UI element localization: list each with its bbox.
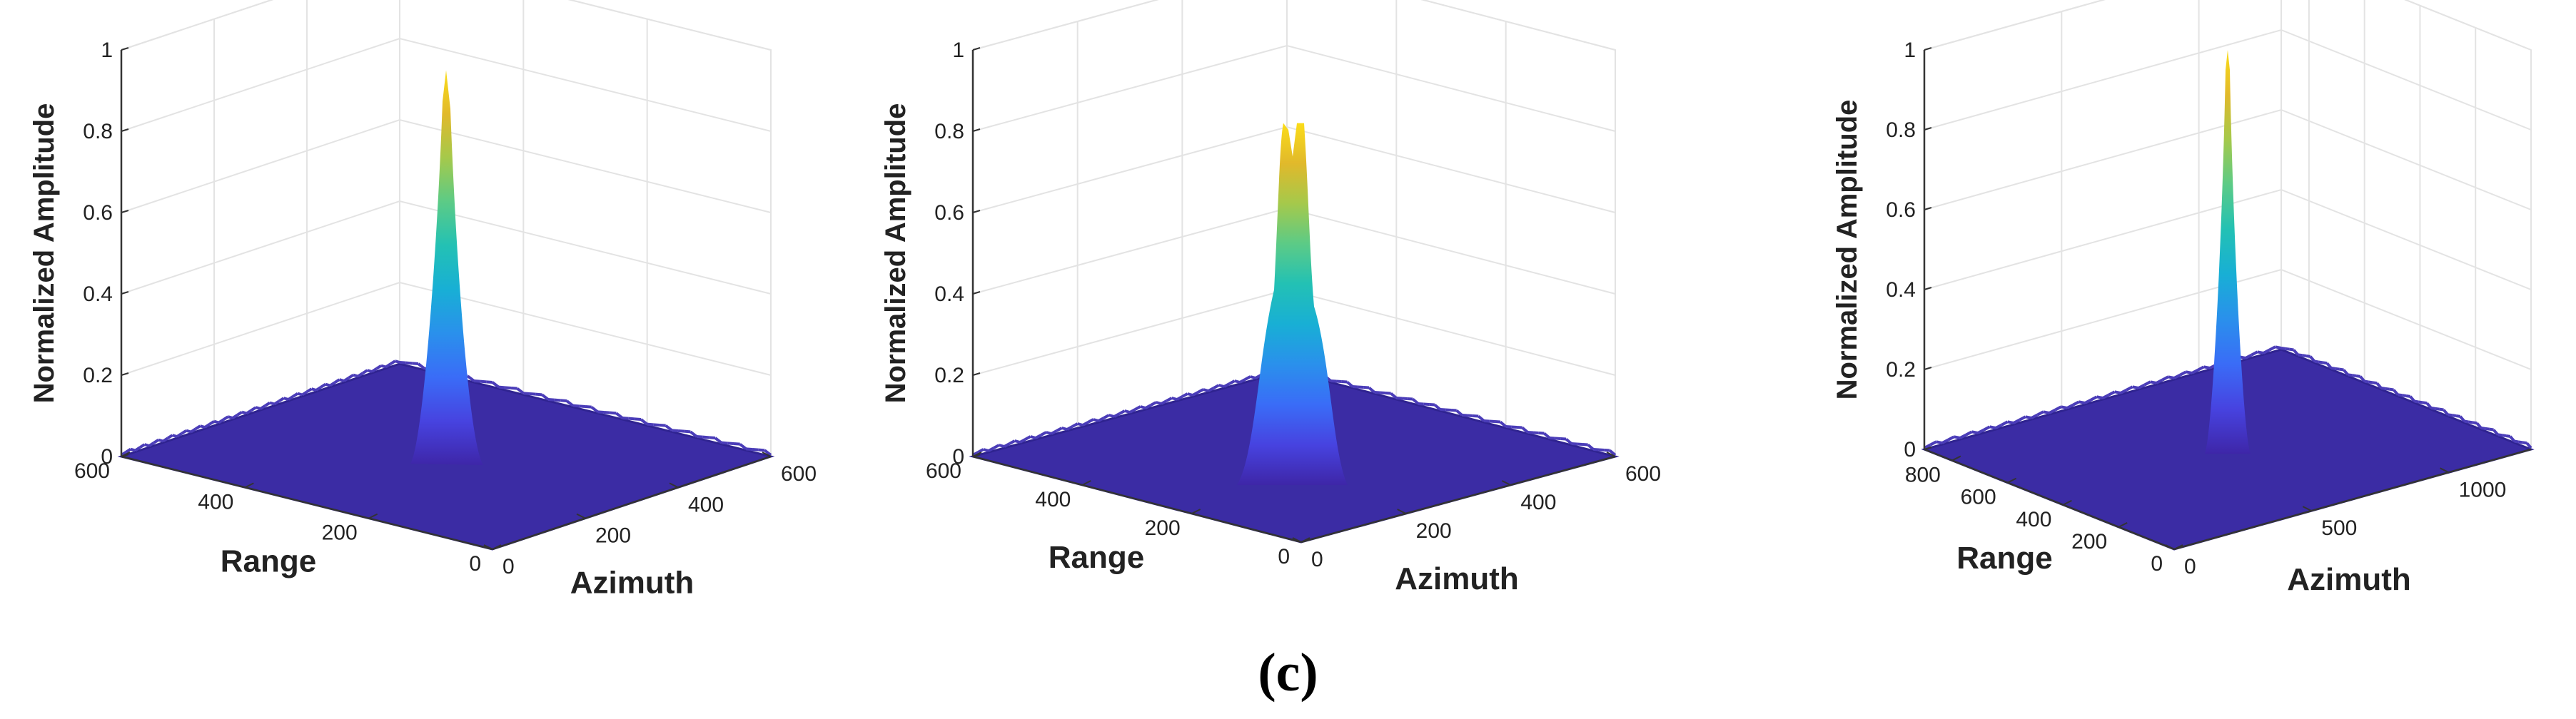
z-tick-label: 0.6	[934, 201, 964, 225]
surface-plot-1: 0 0.2 0.4 0.6 0.8 1 0 200 400 600 0 200 400 600 Normal…	[0, 0, 859, 642]
azimuth-tick-label: 400	[1520, 491, 1556, 514]
z-tick-label: 0.6	[83, 201, 113, 225]
z-tick-label: 0.2	[83, 364, 113, 387]
z-grid-line	[1924, 268, 2532, 370]
z-tick-label: 0.4	[934, 282, 964, 306]
range-tick-label: 600	[926, 459, 961, 483]
azimuth-tick-label: 0	[1311, 548, 1323, 571]
azimuth-axis-line	[492, 455, 772, 551]
azimuth-tick-label: 0	[502, 555, 515, 578]
azimuth-tick-label: 0	[2184, 555, 2196, 578]
surface-peak	[1237, 123, 1348, 485]
z-tick-label: 1	[952, 39, 964, 62]
z-axis-label: Normalized Amplitude	[29, 103, 60, 404]
azimuth-axis-line	[1300, 455, 1616, 544]
azimuth-tick-label: 200	[595, 524, 631, 548]
surface-peak	[410, 70, 483, 465]
z-tick-label: 0	[1904, 438, 1916, 462]
azimuth-axis-label: Azimuth	[570, 566, 694, 601]
z-axis-label: Normalized Amplitude	[880, 103, 911, 404]
range-axis-line	[121, 455, 493, 551]
azimuth-tick-label: 200	[1416, 519, 1452, 543]
range-tick-label: 400	[2016, 508, 2051, 531]
range-tick-label: 600	[74, 459, 110, 483]
range-tick-label: 200	[2071, 530, 2107, 554]
z-tick-label: 0.6	[1886, 198, 1916, 222]
surface-noise	[972, 367, 1617, 457]
range-axis-line	[972, 455, 1302, 544]
surface-plot-1-svg: 00.20.40.60.8102004006000200400600Normal…	[29, 0, 817, 601]
z-tick-label: 1	[1904, 39, 1916, 62]
z-tick-label: 0.8	[1886, 118, 1916, 142]
z-axis-label: Normalized Amplitude	[1832, 100, 1863, 400]
range-tick-label: 0	[469, 552, 481, 576]
azimuth-axis-line	[2173, 448, 2532, 551]
azimuth-axis-label: Azimuth	[2287, 562, 2411, 597]
range-tick-label: 600	[1961, 486, 1996, 509]
azimuth-tick-label: 1000	[2459, 478, 2507, 501]
range-tick-label: 800	[1905, 464, 1941, 487]
z-grid-line	[1924, 188, 2532, 290]
range-tick-label: 200	[322, 521, 358, 545]
azimuth-tick-label: 400	[688, 493, 724, 516]
z-grid-line	[1924, 0, 2532, 51]
z-tick-label: 0.8	[83, 120, 113, 143]
azimuth-axis-label: Azimuth	[1395, 561, 1519, 596]
surface-plot-3: 0 0.2 0.4 0.6 0.8 1 0 200 400 600 800 0 500 1000 Norma…	[1717, 0, 2576, 642]
surface-plot-2: 0 0.2 0.4 0.6 0.8 1 0 200 400 600 0 200 400 600 Normal…	[859, 0, 1717, 642]
range-axis-line	[1924, 448, 2175, 551]
z-grid-line	[1924, 29, 2532, 131]
surface-peak	[2205, 50, 2251, 454]
azimuth-tick-label: 500	[2321, 516, 2357, 540]
surface-noise	[120, 360, 772, 457]
range-axis-label: Range	[1956, 541, 2052, 576]
range-tick-label: 0	[2151, 552, 2163, 576]
range-tick-label: 0	[1278, 545, 1290, 568]
range-axis-label: Range	[221, 544, 316, 579]
range-axis-label: Range	[1049, 540, 1144, 575]
range-tick-label: 400	[198, 490, 233, 514]
z-tick-label: 0.2	[934, 364, 964, 387]
z-tick-label: 0.4	[1886, 278, 1916, 302]
azimuth-tick-label: 600	[1625, 462, 1661, 486]
z-tick-label: 0	[101, 445, 113, 469]
z-tick-label: 0.8	[934, 120, 964, 143]
z-tick-label: 0.2	[1886, 358, 1916, 382]
figure-label: (c)	[1258, 643, 1318, 703]
z-tick-label: 0	[952, 445, 964, 469]
surface-plot-2-svg: 00.20.40.60.8102004006000200400600Normal…	[880, 0, 1661, 596]
range-tick-label: 400	[1035, 488, 1071, 511]
z-tick-label: 0.4	[83, 282, 113, 306]
azimuth-tick-label: 600	[781, 462, 817, 486]
range-tick-label: 200	[1145, 516, 1181, 540]
surface-plot-3-svg: 00.20.40.60.81020040060080005001000Norma…	[1832, 0, 2535, 597]
z-tick-label: 1	[101, 39, 113, 62]
z-grid-line	[1924, 108, 2532, 210]
